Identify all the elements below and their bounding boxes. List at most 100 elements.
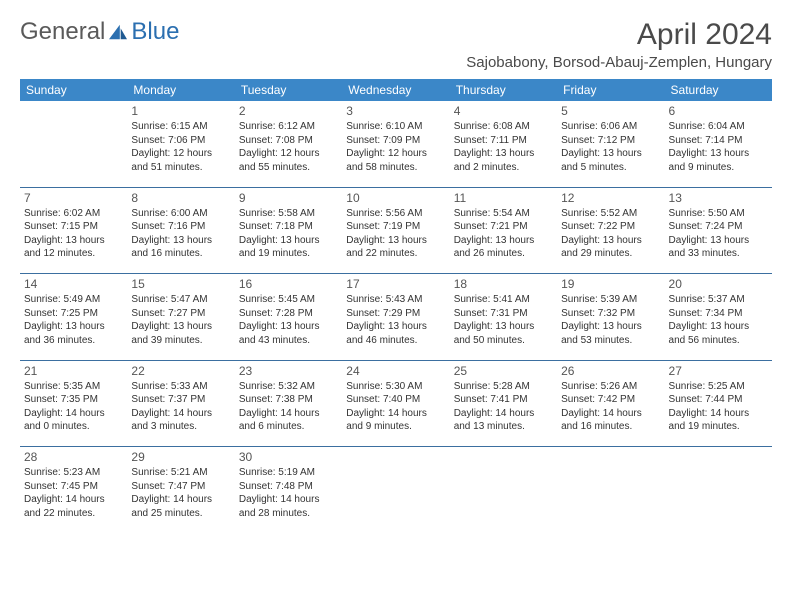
sunset-line: Sunset: 7:14 PM xyxy=(669,134,768,148)
day-number: 28 xyxy=(24,449,123,465)
day-number: 12 xyxy=(561,190,660,206)
day-number: 20 xyxy=(669,276,768,292)
sunset-line: Sunset: 7:37 PM xyxy=(131,393,230,407)
sunset-line: Sunset: 7:45 PM xyxy=(24,480,123,494)
sunrise-line: Sunrise: 5:41 AM xyxy=(454,293,553,307)
day-number: 23 xyxy=(239,363,338,379)
calendar-day-cell xyxy=(20,101,127,187)
daylight-line: Daylight: 12 hours and 55 minutes. xyxy=(239,147,338,174)
day-header-row: Sunday Monday Tuesday Wednesday Thursday… xyxy=(20,79,772,101)
logo-sail-icon xyxy=(107,23,129,41)
sunrise-line: Sunrise: 5:39 AM xyxy=(561,293,660,307)
sunrise-line: Sunrise: 6:02 AM xyxy=(24,207,123,221)
sunrise-line: Sunrise: 5:50 AM xyxy=(669,207,768,221)
daylight-line: Daylight: 13 hours and 53 minutes. xyxy=(561,320,660,347)
daylight-line: Daylight: 14 hours and 9 minutes. xyxy=(346,407,445,434)
sunset-line: Sunset: 7:40 PM xyxy=(346,393,445,407)
daylight-line: Daylight: 13 hours and 12 minutes. xyxy=(24,234,123,261)
calendar-day-cell: 25Sunrise: 5:28 AMSunset: 7:41 PMDayligh… xyxy=(450,361,557,447)
sunrise-line: Sunrise: 5:21 AM xyxy=(131,466,230,480)
daylight-line: Daylight: 14 hours and 0 minutes. xyxy=(24,407,123,434)
calendar-day-cell xyxy=(665,447,772,533)
day-number: 6 xyxy=(669,103,768,119)
sunrise-line: Sunrise: 5:19 AM xyxy=(239,466,338,480)
calendar-day-cell: 23Sunrise: 5:32 AMSunset: 7:38 PMDayligh… xyxy=(235,361,342,447)
sunset-line: Sunset: 7:09 PM xyxy=(346,134,445,148)
daylight-line: Daylight: 12 hours and 58 minutes. xyxy=(346,147,445,174)
daylight-line: Daylight: 14 hours and 25 minutes. xyxy=(131,493,230,520)
sunset-line: Sunset: 7:15 PM xyxy=(24,220,123,234)
calendar-week-row: 7Sunrise: 6:02 AMSunset: 7:15 PMDaylight… xyxy=(20,188,772,274)
sunset-line: Sunset: 7:35 PM xyxy=(24,393,123,407)
calendar-day-cell: 11Sunrise: 5:54 AMSunset: 7:21 PMDayligh… xyxy=(450,188,557,274)
sunrise-line: Sunrise: 5:23 AM xyxy=(24,466,123,480)
day-header: Wednesday xyxy=(342,79,449,101)
day-number: 15 xyxy=(131,276,230,292)
sunrise-line: Sunrise: 5:28 AM xyxy=(454,380,553,394)
day-header: Sunday xyxy=(20,79,127,101)
day-number: 4 xyxy=(454,103,553,119)
day-number: 17 xyxy=(346,276,445,292)
calendar-day-cell: 10Sunrise: 5:56 AMSunset: 7:19 PMDayligh… xyxy=(342,188,449,274)
daylight-line: Daylight: 13 hours and 16 minutes. xyxy=(131,234,230,261)
location-line: Sajobabony, Borsod-Abauj-Zemplen, Hungar… xyxy=(20,54,772,71)
daylight-line: Daylight: 13 hours and 56 minutes. xyxy=(669,320,768,347)
sunset-line: Sunset: 7:47 PM xyxy=(131,480,230,494)
day-number: 24 xyxy=(346,363,445,379)
calendar-day-cell: 22Sunrise: 5:33 AMSunset: 7:37 PMDayligh… xyxy=(127,361,234,447)
daylight-line: Daylight: 14 hours and 19 minutes. xyxy=(669,407,768,434)
daylight-line: Daylight: 13 hours and 43 minutes. xyxy=(239,320,338,347)
sunset-line: Sunset: 7:31 PM xyxy=(454,307,553,321)
day-number: 25 xyxy=(454,363,553,379)
calendar-day-cell: 13Sunrise: 5:50 AMSunset: 7:24 PMDayligh… xyxy=(665,188,772,274)
daylight-line: Daylight: 14 hours and 13 minutes. xyxy=(454,407,553,434)
day-number: 27 xyxy=(669,363,768,379)
calendar-day-cell: 9Sunrise: 5:58 AMSunset: 7:18 PMDaylight… xyxy=(235,188,342,274)
daylight-line: Daylight: 13 hours and 50 minutes. xyxy=(454,320,553,347)
logo: General Blue xyxy=(20,18,179,46)
sunrise-line: Sunrise: 5:58 AM xyxy=(239,207,338,221)
calendar-day-cell: 1Sunrise: 6:15 AMSunset: 7:06 PMDaylight… xyxy=(127,101,234,187)
calendar-table: Sunday Monday Tuesday Wednesday Thursday… xyxy=(20,79,772,533)
daylight-line: Daylight: 14 hours and 28 minutes. xyxy=(239,493,338,520)
sunrise-line: Sunrise: 5:45 AM xyxy=(239,293,338,307)
calendar-day-cell: 4Sunrise: 6:08 AMSunset: 7:11 PMDaylight… xyxy=(450,101,557,187)
sunset-line: Sunset: 7:34 PM xyxy=(669,307,768,321)
sunset-line: Sunset: 7:32 PM xyxy=(561,307,660,321)
calendar-day-cell xyxy=(450,447,557,533)
daylight-line: Daylight: 13 hours and 5 minutes. xyxy=(561,147,660,174)
calendar-day-cell: 26Sunrise: 5:26 AMSunset: 7:42 PMDayligh… xyxy=(557,361,664,447)
daylight-line: Daylight: 14 hours and 22 minutes. xyxy=(24,493,123,520)
calendar-week-row: 1Sunrise: 6:15 AMSunset: 7:06 PMDaylight… xyxy=(20,101,772,187)
calendar-week-row: 28Sunrise: 5:23 AMSunset: 7:45 PMDayligh… xyxy=(20,447,772,533)
day-header: Friday xyxy=(557,79,664,101)
sunrise-line: Sunrise: 6:04 AM xyxy=(669,120,768,134)
daylight-line: Daylight: 13 hours and 19 minutes. xyxy=(239,234,338,261)
day-number: 3 xyxy=(346,103,445,119)
sunset-line: Sunset: 7:12 PM xyxy=(561,134,660,148)
day-number: 1 xyxy=(131,103,230,119)
sunset-line: Sunset: 7:29 PM xyxy=(346,307,445,321)
daylight-line: Daylight: 12 hours and 51 minutes. xyxy=(131,147,230,174)
sunset-line: Sunset: 7:42 PM xyxy=(561,393,660,407)
daylight-line: Daylight: 13 hours and 22 minutes. xyxy=(346,234,445,261)
sunset-line: Sunset: 7:27 PM xyxy=(131,307,230,321)
logo-text-blue: Blue xyxy=(131,18,179,46)
day-number: 19 xyxy=(561,276,660,292)
month-title: April 2024 xyxy=(637,18,772,52)
calendar-week-row: 14Sunrise: 5:49 AMSunset: 7:25 PMDayligh… xyxy=(20,274,772,360)
day-number: 2 xyxy=(239,103,338,119)
sunset-line: Sunset: 7:16 PM xyxy=(131,220,230,234)
sunrise-line: Sunrise: 6:08 AM xyxy=(454,120,553,134)
sunset-line: Sunset: 7:41 PM xyxy=(454,393,553,407)
sunrise-line: Sunrise: 5:49 AM xyxy=(24,293,123,307)
day-number: 13 xyxy=(669,190,768,206)
calendar-day-cell: 18Sunrise: 5:41 AMSunset: 7:31 PMDayligh… xyxy=(450,274,557,360)
sunset-line: Sunset: 7:24 PM xyxy=(669,220,768,234)
day-header: Thursday xyxy=(450,79,557,101)
day-number: 16 xyxy=(239,276,338,292)
day-number: 5 xyxy=(561,103,660,119)
day-header: Tuesday xyxy=(235,79,342,101)
day-number: 21 xyxy=(24,363,123,379)
daylight-line: Daylight: 13 hours and 39 minutes. xyxy=(131,320,230,347)
